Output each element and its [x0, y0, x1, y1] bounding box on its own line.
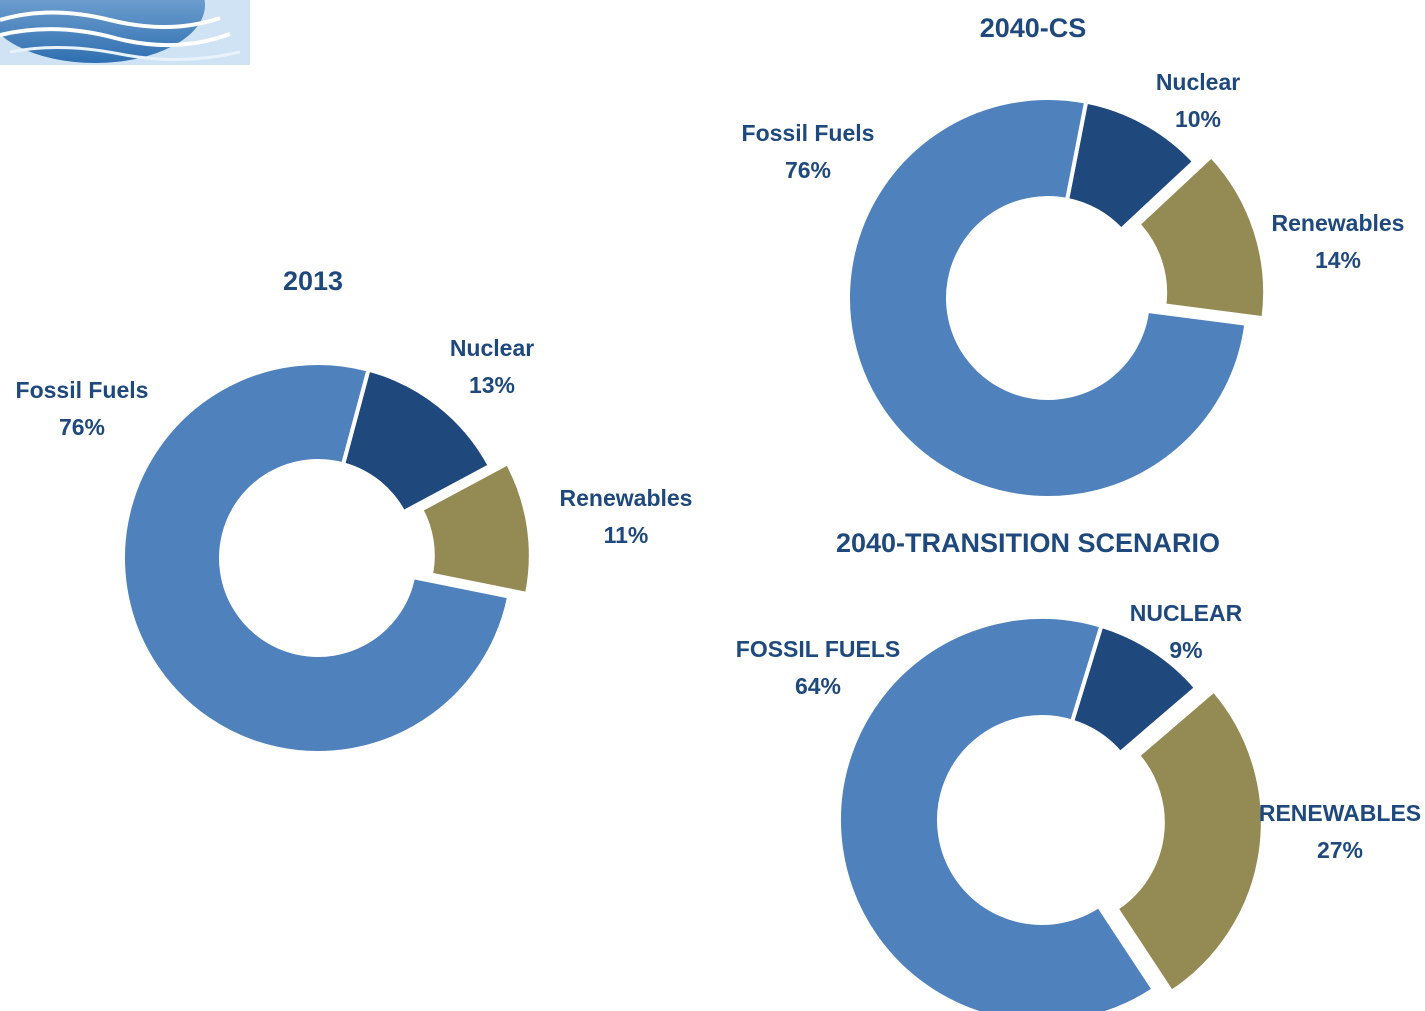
- slice-label-value: 76%: [59, 414, 105, 440]
- logo: [0, 0, 250, 65]
- slice-label-name: RENEWABLES: [1259, 800, 1421, 826]
- donut-slice: [121, 361, 512, 755]
- slice-label-value: 10%: [1175, 106, 1221, 132]
- slice-label-name: Nuclear: [450, 335, 534, 361]
- slice-label-value: 11%: [604, 522, 649, 548]
- slice-label-value: 13%: [469, 372, 515, 398]
- slice-label-value: 64%: [795, 673, 841, 699]
- slice-label-name: Renewables: [1272, 210, 1405, 236]
- chart-title: 2040-CS: [980, 13, 1087, 43]
- donut-slice: [837, 615, 1157, 1011]
- slice-label-value: 14%: [1315, 247, 1361, 273]
- donut-slice: [1135, 153, 1268, 321]
- donut-slice: [846, 96, 1249, 500]
- slice-label-value: 76%: [785, 157, 831, 183]
- slice-label-name: NUCLEAR: [1130, 600, 1243, 626]
- donut-slice: [1069, 623, 1199, 756]
- donut-slice: [1113, 687, 1265, 995]
- slice-label-name: Fossil Fuels: [16, 377, 149, 403]
- donut-slice: [340, 367, 493, 515]
- donut-slice: [1064, 99, 1198, 233]
- donut-slice: [418, 460, 533, 597]
- slice-label-name: Fossil Fuels: [742, 120, 875, 146]
- chart-title: 2013: [283, 266, 343, 296]
- slice-label-value: 27%: [1317, 837, 1363, 863]
- slice-label-value: 9%: [1169, 637, 1202, 663]
- slice-label-name: Renewables: [560, 485, 693, 511]
- chart-title: 2040-TRANSITION SCENARIO: [836, 528, 1220, 558]
- slice-label-name: Nuclear: [1156, 69, 1240, 95]
- slice-label-name: FOSSIL FUELS: [736, 636, 900, 662]
